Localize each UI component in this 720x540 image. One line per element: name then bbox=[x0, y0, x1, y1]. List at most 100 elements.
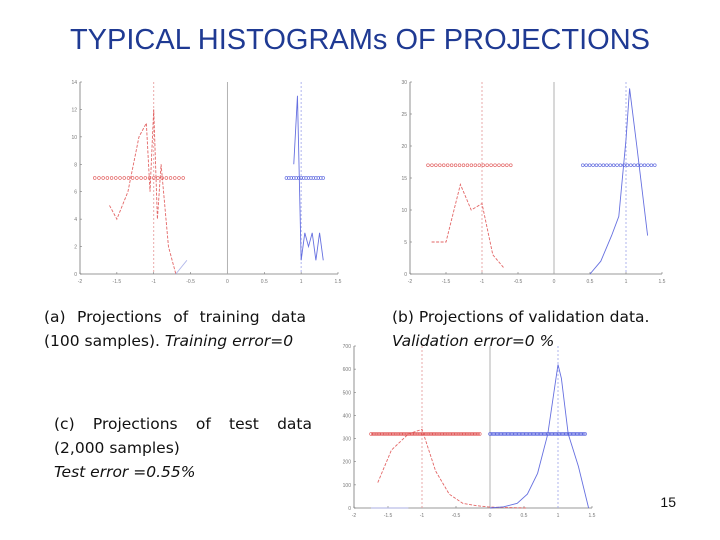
projection-point-pos bbox=[386, 432, 391, 436]
y-tick-label: 5 bbox=[404, 240, 407, 246]
y-tick-label: 300 bbox=[343, 437, 352, 443]
projection-point-pos bbox=[473, 432, 477, 436]
y-tick-label: 600 bbox=[343, 367, 352, 373]
projection-point-pos bbox=[426, 432, 430, 436]
projection-point-pos bbox=[396, 432, 400, 436]
projection-point-pos bbox=[432, 432, 436, 436]
caption-a-error: Training error=0 bbox=[164, 332, 294, 350]
x-tick-label: 0 bbox=[489, 513, 492, 519]
x-tick-label: 1 bbox=[625, 279, 628, 285]
x-tick-label: -1 bbox=[151, 279, 156, 285]
projection-point-neg bbox=[594, 163, 599, 167]
projection-point-pos bbox=[160, 176, 164, 180]
x-tick-label: -1.5 bbox=[113, 279, 122, 285]
projection-point-pos bbox=[181, 176, 185, 180]
projection-point-neg bbox=[582, 432, 586, 436]
projection-point-pos bbox=[446, 432, 450, 436]
projection-point-neg bbox=[316, 176, 321, 180]
projection-point-pos bbox=[505, 163, 509, 167]
caption-b-line1: (b) Projections of validation data. bbox=[392, 308, 650, 326]
projection-point-pos bbox=[469, 163, 474, 167]
projection-point-pos bbox=[481, 163, 485, 167]
projection-point-pos bbox=[97, 176, 101, 180]
projection-point-pos bbox=[456, 432, 460, 436]
projection-point-pos bbox=[430, 163, 434, 167]
series-line-pos bbox=[109, 109, 177, 275]
projection-point-neg bbox=[625, 163, 630, 167]
projection-point-pos bbox=[443, 432, 447, 436]
projection-point-pos bbox=[147, 176, 152, 180]
x-tick-label: -2 bbox=[408, 279, 413, 285]
x-tick-label: -1.5 bbox=[384, 513, 393, 519]
projection-point-pos bbox=[444, 432, 449, 436]
projection-point-pos bbox=[478, 432, 482, 436]
x-tick-label: 1.5 bbox=[589, 513, 596, 519]
projection-point-neg bbox=[284, 176, 289, 180]
projection-point-pos bbox=[410, 432, 414, 436]
projection-point-pos bbox=[467, 432, 471, 436]
projection-point-pos bbox=[497, 163, 501, 167]
projection-point-pos bbox=[489, 163, 493, 167]
projection-point-pos bbox=[122, 176, 126, 180]
projection-point-pos bbox=[433, 432, 438, 436]
projection-point-neg bbox=[649, 163, 654, 167]
x-tick-label: 1 bbox=[557, 513, 560, 519]
projection-point-pos bbox=[378, 432, 383, 436]
projection-point-pos bbox=[446, 163, 450, 167]
series-line-pos bbox=[431, 182, 504, 268]
projection-point-pos bbox=[474, 432, 479, 436]
projection-point-neg bbox=[653, 163, 657, 167]
projection-point-pos bbox=[448, 432, 452, 436]
y-tick-label: 25 bbox=[401, 112, 407, 118]
projection-point-pos bbox=[388, 432, 392, 436]
projection-point-pos bbox=[457, 163, 462, 167]
projection-point-pos bbox=[459, 432, 463, 436]
y-tick-label: 100 bbox=[343, 483, 352, 489]
projection-point-pos bbox=[462, 432, 466, 436]
projection-point-pos bbox=[399, 432, 403, 436]
projection-point-neg bbox=[292, 176, 296, 180]
projection-point-neg bbox=[294, 176, 298, 180]
projection-point-pos bbox=[405, 432, 409, 436]
projection-point-pos bbox=[429, 432, 433, 436]
projection-point-pos bbox=[370, 432, 375, 436]
projection-point-pos bbox=[421, 432, 425, 436]
projection-point-neg bbox=[629, 163, 633, 167]
projection-point-neg bbox=[608, 163, 612, 167]
projection-point-neg bbox=[618, 163, 623, 167]
projection-point-pos bbox=[372, 432, 376, 436]
y-tick-label: 6 bbox=[74, 190, 77, 196]
projection-point-neg bbox=[314, 176, 318, 180]
projection-point-neg bbox=[584, 163, 588, 167]
projection-point-neg bbox=[296, 176, 301, 180]
projection-point-pos bbox=[471, 432, 476, 436]
caption-a: (a) Projections of training data (100 sa… bbox=[44, 305, 306, 353]
projection-point-pos bbox=[465, 163, 470, 167]
chart-test-histogram: -2 -1.5 -1 -0.5 0 0.5 1 1.5 0 100 200 300 400 500 600 7… bbox=[343, 344, 596, 519]
y-tick-label: 14 bbox=[71, 80, 77, 86]
projection-point-neg bbox=[287, 176, 291, 180]
projection-point-pos bbox=[453, 163, 458, 167]
projection-point-pos bbox=[408, 432, 413, 436]
x-tick-label: 1 bbox=[300, 279, 303, 285]
projection-point-pos bbox=[381, 432, 386, 436]
x-tick-label: -0.5 bbox=[452, 513, 461, 519]
projection-point-pos bbox=[501, 163, 505, 167]
projection-point-pos bbox=[460, 432, 465, 436]
y-tick-label: 10 bbox=[71, 135, 77, 141]
caption-a-line1: (a) Projections of training data bbox=[44, 308, 306, 326]
projection-point-pos bbox=[392, 432, 397, 436]
x-tick-label: -1 bbox=[420, 513, 425, 519]
projection-point-neg bbox=[583, 432, 587, 436]
y-tick-label: 8 bbox=[74, 162, 77, 168]
projection-point-pos bbox=[413, 432, 417, 436]
x-tick-label: -2 bbox=[352, 513, 357, 519]
projection-point-pos bbox=[424, 432, 428, 436]
y-tick-label: 4 bbox=[74, 217, 77, 223]
projection-point-neg bbox=[321, 176, 325, 180]
projection-point-neg bbox=[611, 163, 616, 167]
y-tick-label: 12 bbox=[71, 107, 77, 113]
projection-point-pos bbox=[477, 163, 481, 167]
projection-point-pos bbox=[442, 163, 446, 167]
projection-point-neg bbox=[601, 163, 606, 167]
